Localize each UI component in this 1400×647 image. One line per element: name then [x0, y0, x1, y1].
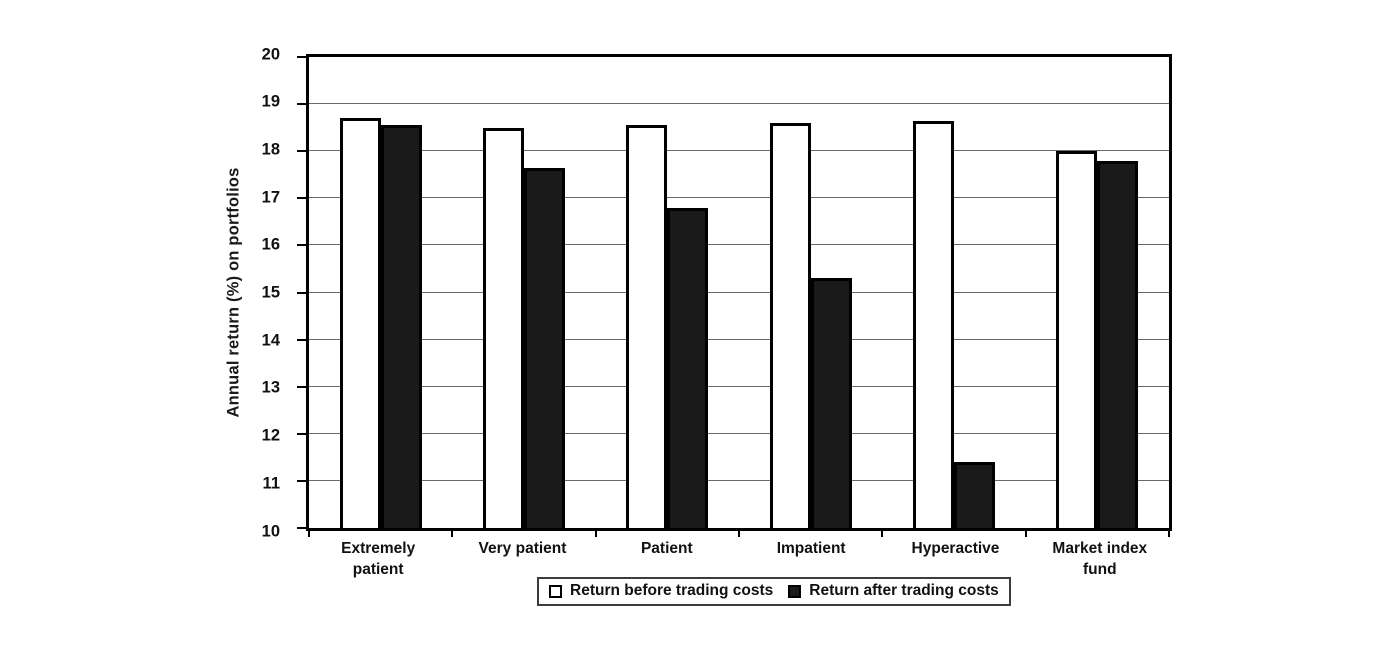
- x-tick-5: [1024, 530, 1027, 537]
- y-tick-label-20: 20: [261, 44, 280, 63]
- bar-after-0: [380, 125, 422, 528]
- x-tick-2: [594, 530, 597, 537]
- y-tick-label-18: 18: [261, 140, 280, 159]
- x-tick-0: [308, 530, 310, 537]
- x-label-3: Impatient: [776, 540, 846, 557]
- legend-item-after: Return after trading costs: [788, 582, 999, 600]
- x-tick-1: [451, 530, 454, 537]
- x-label-4: Hyperactive: [911, 540, 1000, 557]
- bar-after-2: [667, 207, 709, 528]
- x-tick-3: [738, 530, 740, 537]
- y-tick-11: [297, 479, 309, 482]
- y-tick-label-11: 11: [262, 474, 280, 493]
- gridline-18: [309, 150, 1169, 152]
- legend-label: Return before trading costs: [570, 582, 774, 599]
- bar-after-3: [810, 278, 852, 528]
- bar-after-1: [523, 167, 565, 528]
- x-label-5: Market index fund: [1052, 540, 1148, 578]
- bar-group-1: [452, 57, 595, 528]
- gridline-11: [309, 479, 1169, 481]
- y-tick-label-14: 14: [261, 330, 280, 349]
- gridline-14: [309, 338, 1169, 340]
- bar-group-3: [739, 57, 882, 528]
- y-tick-17: [297, 197, 309, 200]
- y-axis: 10 11 12 13 14 15 16 17 18 19 20: [0, 46, 296, 539]
- bar-after-4: [953, 462, 995, 528]
- y-tick-15: [297, 291, 309, 294]
- gridline-15: [309, 291, 1169, 293]
- y-tick-label-10: 10: [261, 521, 280, 540]
- bar-before-3: [769, 122, 811, 528]
- legend-swatch-icon: [549, 584, 562, 598]
- x-tick-4: [881, 530, 884, 537]
- gridline-16: [309, 244, 1169, 246]
- gridlines: [309, 57, 1169, 528]
- bar-before-4: [912, 120, 954, 528]
- y-tick-label-19: 19: [261, 92, 280, 111]
- y-tick-label-15: 15: [261, 283, 280, 302]
- plot-area: [297, 54, 1172, 537]
- y-tick-label-13: 13: [261, 378, 280, 397]
- bar-group-5: [1026, 57, 1169, 528]
- y-tick-label-16: 16: [261, 235, 280, 254]
- gridline-19: [309, 103, 1169, 105]
- y-tick-20: [297, 56, 309, 58]
- bar-before-2: [626, 125, 668, 528]
- y-tick-label-12: 12: [261, 426, 280, 445]
- x-label-1: Very patient: [478, 540, 567, 557]
- x-tick-6: [1168, 530, 1170, 537]
- bar-before-5: [1056, 151, 1098, 528]
- gridline-12: [309, 432, 1169, 434]
- y-tick-19: [297, 103, 309, 106]
- y-tick-14: [297, 338, 309, 341]
- legend-label: Return after trading costs: [809, 582, 999, 599]
- bar-group-2: [596, 57, 739, 528]
- bar-before-0: [339, 118, 381, 528]
- bar-group-0: [309, 57, 452, 528]
- y-tick-18: [297, 150, 309, 153]
- legend: Return before trading costs Return after …: [537, 577, 1011, 606]
- y-tick-13: [297, 385, 309, 388]
- legend-item-before: Return before trading costs: [549, 582, 773, 600]
- legend-swatch-icon: [788, 584, 802, 598]
- bar-group-4: [882, 57, 1025, 528]
- gridline-17: [309, 197, 1169, 199]
- y-tick-12: [297, 432, 309, 435]
- bar-after-5: [1097, 160, 1139, 528]
- y-tick-10: [297, 527, 309, 529]
- y-tick-16: [297, 244, 309, 247]
- gridline-13: [309, 385, 1169, 387]
- x-label-2: Patient: [640, 540, 693, 557]
- bars-layer: [309, 57, 1169, 528]
- y-tick-label-17: 17: [261, 187, 280, 206]
- x-axis-labels: Extremely patient Very patient Patient Impa…: [306, 539, 1172, 581]
- x-label-0: Extremely patient: [341, 540, 416, 578]
- bar-before-1: [482, 127, 524, 528]
